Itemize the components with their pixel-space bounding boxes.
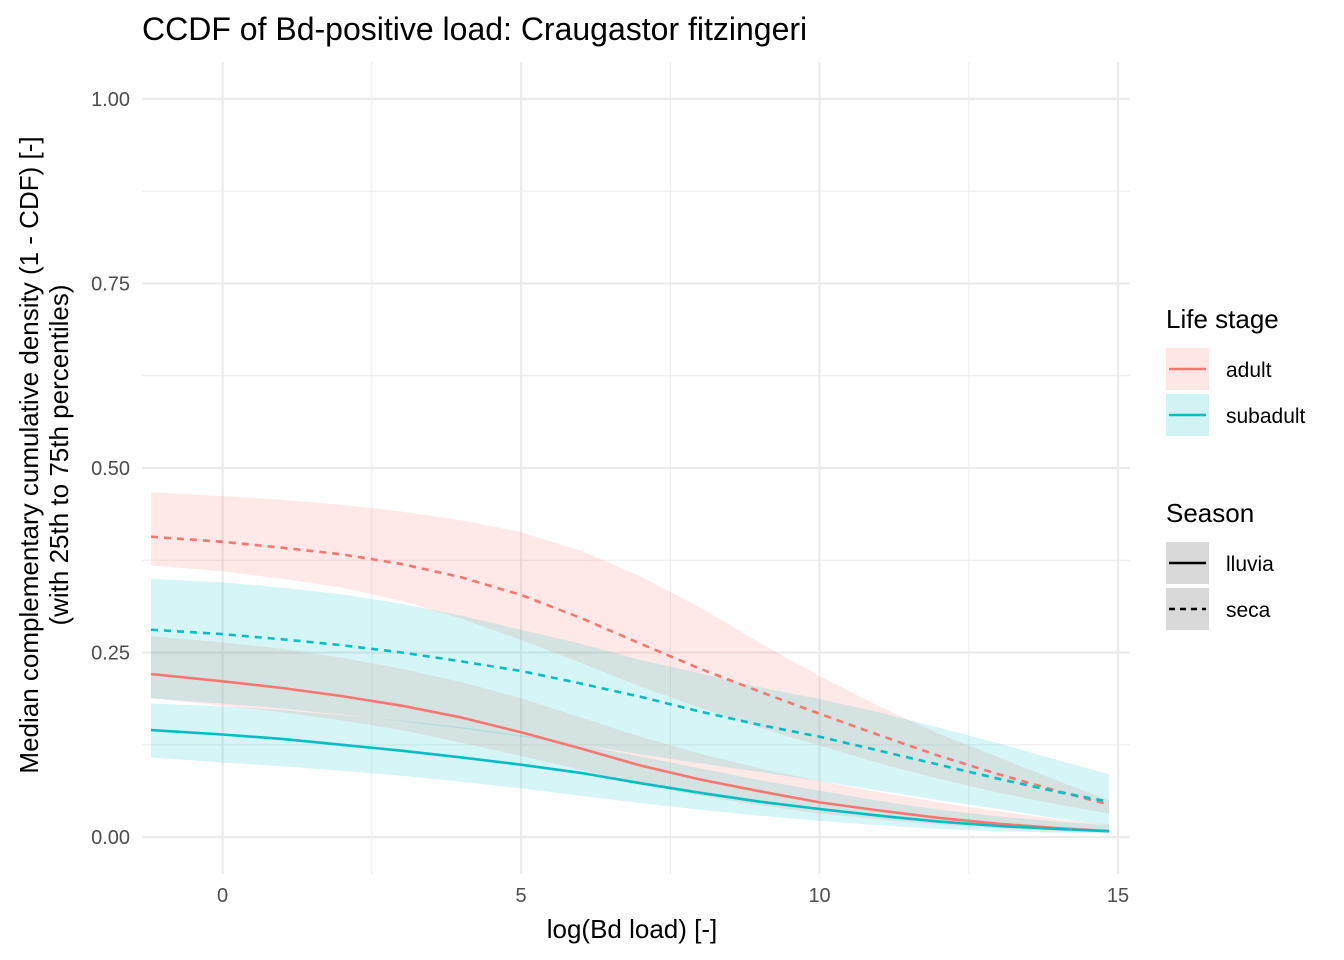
median-lines [150, 535, 1110, 833]
x-axis-ticks: 0 5 10 15 [217, 885, 1129, 907]
median-line-adult-seca [150, 535, 1110, 806]
y-tick-label: 0.50 [91, 458, 130, 480]
y-tick-label: 0.00 [91, 827, 130, 849]
median-line-subadult-lluvia [150, 728, 1110, 833]
y-tick-label: 1.00 [91, 89, 130, 111]
median-line-subadult-seca [150, 628, 1110, 803]
legend-label-subadult: subadult [1226, 405, 1306, 428]
legend-title-life-stage: Life stage [1166, 304, 1279, 334]
ribbon-subadult-seca [151, 578, 1110, 826]
ribbon-adult-lluvia [151, 636, 1110, 833]
legend-label-lluvia: lluvia [1226, 553, 1274, 576]
ribbon-adult-seca [151, 492, 1110, 814]
x-tick-label: 10 [808, 885, 830, 907]
y-tick-label: 0.25 [91, 643, 130, 665]
grid-lines [142, 62, 1130, 874]
percentile-ribbons [151, 492, 1110, 834]
legend-title-season: Season [1166, 498, 1254, 528]
x-tick-label: 15 [1107, 885, 1129, 907]
legend: Life stage adult subadult Season lluvia seca [1166, 304, 1306, 630]
y-axis-title-line-1: Median complementary cumulative density … [14, 136, 44, 773]
y-tick-label: 0.75 [91, 273, 130, 295]
legend-label-adult: adult [1226, 359, 1272, 382]
y-axis-title: Median complementary cumulative density … [14, 136, 74, 773]
ribbon-subadult-lluvia [151, 703, 1110, 834]
x-tick-label: 0 [217, 885, 228, 907]
y-axis-title-line-2: (with 25th to 75th percentiles) [44, 284, 74, 625]
chart-title: CCDF of Bd-positive load: Craugastor fit… [142, 11, 807, 47]
x-tick-label: 5 [516, 885, 527, 907]
legend-label-seca: seca [1226, 599, 1271, 622]
y-axis-ticks: 0.00 0.25 0.50 0.75 1.00 [91, 89, 130, 849]
x-axis-title: log(Bd load) [-] [547, 914, 718, 944]
median-line-adult-lluvia [150, 672, 1110, 833]
